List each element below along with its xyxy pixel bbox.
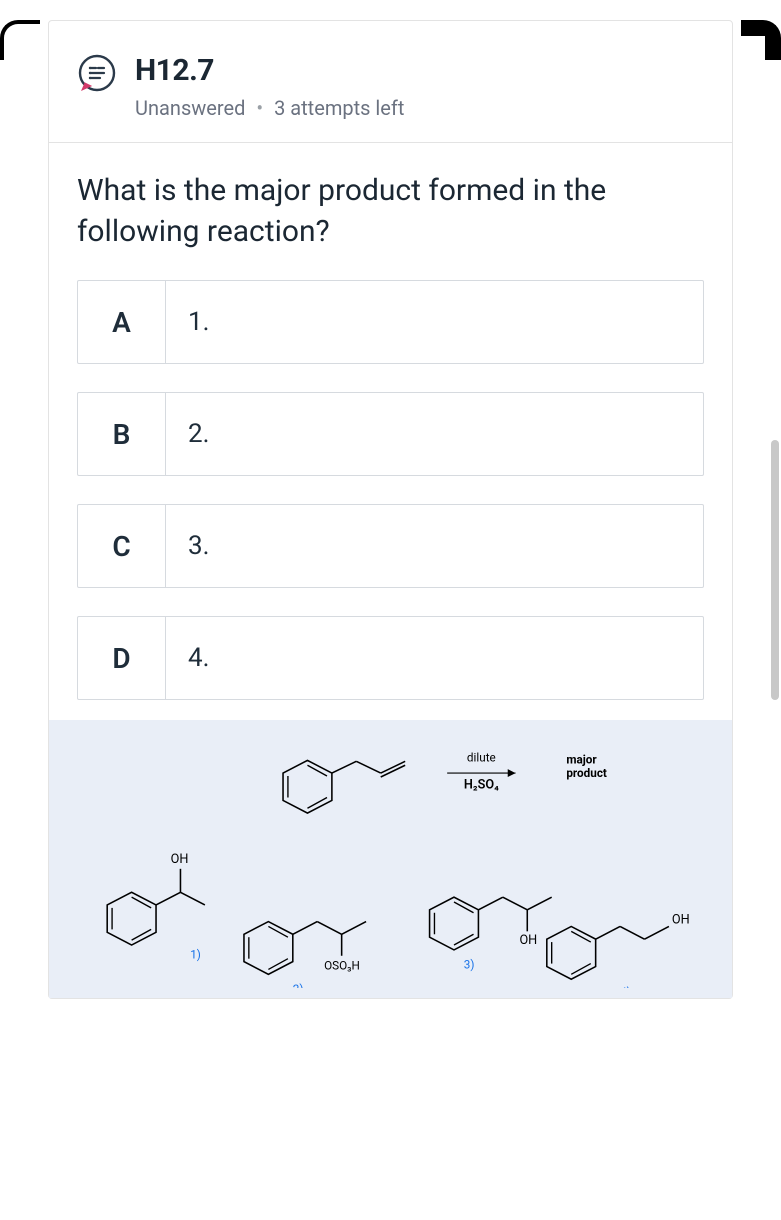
option-letter: C bbox=[78, 505, 166, 587]
arrow-label-2: product bbox=[566, 766, 607, 780]
structure-3: OH 3) bbox=[430, 897, 552, 971]
question-header: H12.7 Unanswered • 3 attempts left bbox=[49, 21, 732, 143]
oh-label-1: OH bbox=[171, 852, 189, 867]
num-1: 1) bbox=[190, 948, 201, 962]
option-label: 1. bbox=[166, 281, 703, 363]
reaction-arrow: dilute H₂SO₄ major product bbox=[447, 750, 607, 792]
question-prompt: What is the major product formed in the … bbox=[49, 143, 732, 262]
question-number: H12.7 bbox=[135, 53, 404, 88]
separator-dot: • bbox=[256, 96, 263, 120]
status-text: Unanswered bbox=[135, 96, 245, 120]
reaction-diagram: dilute H₂SO₄ major product OH 1) bbox=[49, 720, 732, 998]
reactant-structure bbox=[283, 760, 405, 813]
num-2: 2) bbox=[293, 982, 304, 988]
option-letter: D bbox=[78, 617, 166, 699]
scrollbar[interactable] bbox=[771, 440, 779, 700]
option-letter: A bbox=[78, 281, 166, 363]
reagent-bottom: H₂SO₄ bbox=[464, 778, 499, 793]
num-4: 4) bbox=[620, 985, 631, 988]
option-a[interactable]: A 1. bbox=[77, 280, 704, 364]
attempts-text: 3 attempts left bbox=[274, 96, 404, 120]
option-d[interactable]: D 4. bbox=[77, 616, 704, 700]
structure-1: OH 1) bbox=[107, 852, 205, 962]
option-letter: B bbox=[78, 393, 166, 475]
oh-label-4: OH bbox=[672, 913, 690, 928]
structure-2: OSO₃H 2) bbox=[244, 922, 366, 988]
oh-label-3: OH bbox=[519, 933, 537, 948]
question-bubble-icon bbox=[77, 53, 117, 93]
page-corner-top-left bbox=[0, 20, 40, 60]
page-corner-top-right bbox=[741, 20, 781, 60]
option-label: 3. bbox=[166, 505, 703, 587]
oso3h-label: OSO₃H bbox=[324, 958, 360, 972]
options-list: A 1. B 2. C 3. D 4. bbox=[49, 262, 732, 720]
num-3: 3) bbox=[464, 957, 475, 971]
option-label: 2. bbox=[166, 393, 703, 475]
option-c[interactable]: C 3. bbox=[77, 504, 704, 588]
diagram-svg: dilute H₂SO₄ major product OH 1) bbox=[69, 734, 712, 988]
option-label: 4. bbox=[166, 617, 703, 699]
question-subtitle: Unanswered • 3 attempts left bbox=[135, 96, 404, 120]
question-card: H12.7 Unanswered • 3 attempts left What … bbox=[48, 20, 733, 999]
header-text: H12.7 Unanswered • 3 attempts left bbox=[135, 53, 404, 120]
structure-4: OH 4) bbox=[547, 913, 690, 988]
reagent-top: dilute bbox=[467, 750, 496, 764]
arrow-label-1: major bbox=[566, 752, 597, 766]
option-b[interactable]: B 2. bbox=[77, 392, 704, 476]
